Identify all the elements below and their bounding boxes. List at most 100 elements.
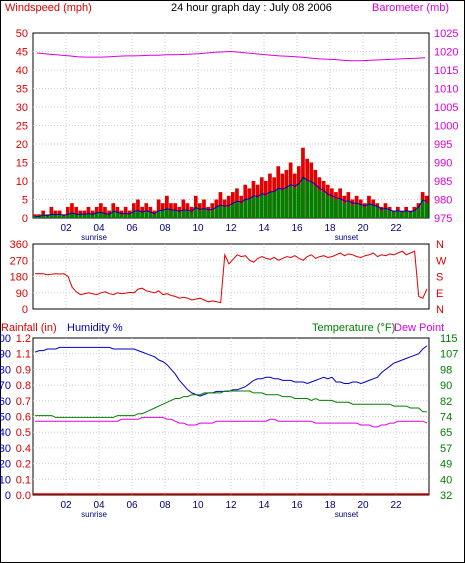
gust-bar bbox=[74, 206, 79, 218]
gust-bar bbox=[66, 206, 70, 218]
y-tick-label-left: 45 bbox=[16, 47, 28, 59]
y-tick-label-right: 57 bbox=[440, 443, 452, 455]
y-tick-label-left: 20 bbox=[16, 139, 28, 151]
x-tick-label: 02 bbox=[60, 500, 72, 511]
graph-title: 24 hour graph day : July 08 2006 bbox=[171, 2, 332, 14]
average-bar bbox=[259, 193, 264, 218]
gust-bar bbox=[123, 206, 128, 218]
average-bar bbox=[185, 210, 190, 218]
x-tick-label: 20 bbox=[357, 223, 369, 234]
wind-direction-line bbox=[35, 250, 428, 304]
x-tick-label: 04 bbox=[93, 500, 105, 511]
y-tick-label-left: 0.7 bbox=[16, 396, 31, 408]
y-tick-label-left: 20 bbox=[0, 459, 11, 471]
y-tick-label-left: 60 bbox=[0, 396, 11, 408]
average-bar bbox=[136, 210, 140, 218]
y-tick-label-left: 25 bbox=[16, 121, 28, 133]
average-bar bbox=[119, 214, 124, 218]
average-bar bbox=[264, 195, 268, 218]
average-bar bbox=[57, 214, 62, 218]
average-bar bbox=[367, 203, 371, 218]
y-tick-label-right: 74 bbox=[440, 412, 452, 424]
y-tick-label-right: 115 bbox=[440, 333, 458, 345]
humidity-temperature-panel: 10090807060504030201001.21.10.90.80.70.6… bbox=[0, 333, 458, 519]
average-bar bbox=[74, 214, 79, 218]
y-tick-label-right: 32 bbox=[440, 490, 452, 502]
y-tick-label-left: 40 bbox=[0, 427, 11, 439]
x-tick-label: 06 bbox=[126, 223, 138, 234]
average-bar bbox=[317, 190, 322, 219]
average-bar bbox=[181, 210, 186, 218]
x-tick-label: 18 bbox=[324, 500, 336, 511]
y-tick-label-right: 107 bbox=[440, 349, 458, 361]
average-bar bbox=[127, 214, 132, 218]
x-tick-label: 10 bbox=[192, 500, 204, 511]
average-bar bbox=[177, 212, 182, 218]
x-tick-label: 14 bbox=[258, 223, 270, 234]
average-bar bbox=[371, 205, 376, 218]
average-bar bbox=[70, 212, 74, 218]
average-bar bbox=[416, 206, 421, 218]
y-tick-label-left: 0.8 bbox=[16, 380, 31, 392]
gust-bar bbox=[165, 195, 169, 218]
y-tick-label-right: 980 bbox=[434, 195, 452, 207]
average-bar bbox=[301, 177, 305, 218]
average-bar bbox=[305, 181, 310, 218]
average-bar bbox=[226, 206, 231, 218]
y-tick-label-right: 1000 bbox=[434, 121, 458, 133]
windspeed-label: Windspeed (mph) bbox=[5, 2, 92, 14]
sunset-label: sunset bbox=[335, 233, 359, 242]
average-bar bbox=[160, 210, 165, 218]
y-tick-label-left: 10 bbox=[0, 474, 11, 486]
average-bar bbox=[66, 214, 70, 218]
average-bar bbox=[358, 205, 363, 218]
average-bar bbox=[243, 199, 248, 218]
average-bar bbox=[334, 199, 338, 218]
y-tick-label-right: 1005 bbox=[434, 102, 458, 114]
average-bar bbox=[94, 212, 99, 218]
y-tick-label-right: 65 bbox=[440, 427, 452, 439]
x-tick-label: 08 bbox=[159, 500, 171, 511]
x-tick-label: 16 bbox=[291, 500, 303, 511]
average-bar bbox=[86, 214, 91, 218]
y-tick-label-left: 0.6 bbox=[16, 412, 31, 424]
y-tick-label-right: 98 bbox=[440, 364, 452, 376]
average-bar bbox=[218, 205, 223, 218]
average-bar bbox=[363, 206, 367, 218]
x-tick-label: 22 bbox=[390, 500, 402, 511]
average-bar bbox=[321, 192, 326, 218]
y-tick-label-left: 0.9 bbox=[16, 364, 31, 376]
y-tick-label-right: 1025 bbox=[434, 28, 458, 40]
y-tick-label-left: 10 bbox=[16, 176, 28, 188]
y-tick-label-left: 90 bbox=[16, 288, 28, 300]
y-tick-label-left: 0.2 bbox=[16, 459, 31, 471]
average-bar bbox=[313, 186, 318, 218]
average-bar bbox=[33, 216, 37, 218]
average-bar bbox=[99, 212, 103, 218]
y-tick-label-left: 180 bbox=[10, 272, 28, 284]
y-tick-label-left: 0 bbox=[22, 213, 28, 225]
gust-bar bbox=[70, 203, 74, 218]
average-bar bbox=[140, 212, 145, 218]
average-bar bbox=[375, 206, 380, 218]
barometer-line bbox=[36, 50, 426, 62]
average-bar bbox=[342, 203, 347, 218]
average-bar bbox=[424, 203, 429, 218]
y-tick-label-left: 5 bbox=[22, 195, 28, 207]
average-bar bbox=[239, 203, 244, 218]
x-tick-label: 22 bbox=[390, 223, 402, 234]
average-bar bbox=[292, 188, 297, 218]
average-bar bbox=[235, 201, 239, 218]
y-tick-label-left: 50 bbox=[16, 28, 28, 40]
average-bar bbox=[276, 188, 281, 218]
average-bar bbox=[132, 210, 136, 218]
gust-bar bbox=[99, 203, 103, 218]
average-bar bbox=[148, 212, 153, 218]
y-tick-label-right: 40 bbox=[440, 474, 452, 486]
average-bar bbox=[78, 214, 83, 218]
windspeed-line bbox=[35, 176, 428, 218]
y-tick-label-left: 30 bbox=[16, 102, 28, 114]
y-tick-label-right: 1015 bbox=[434, 65, 458, 77]
y-tick-label-right: 90 bbox=[440, 380, 452, 392]
